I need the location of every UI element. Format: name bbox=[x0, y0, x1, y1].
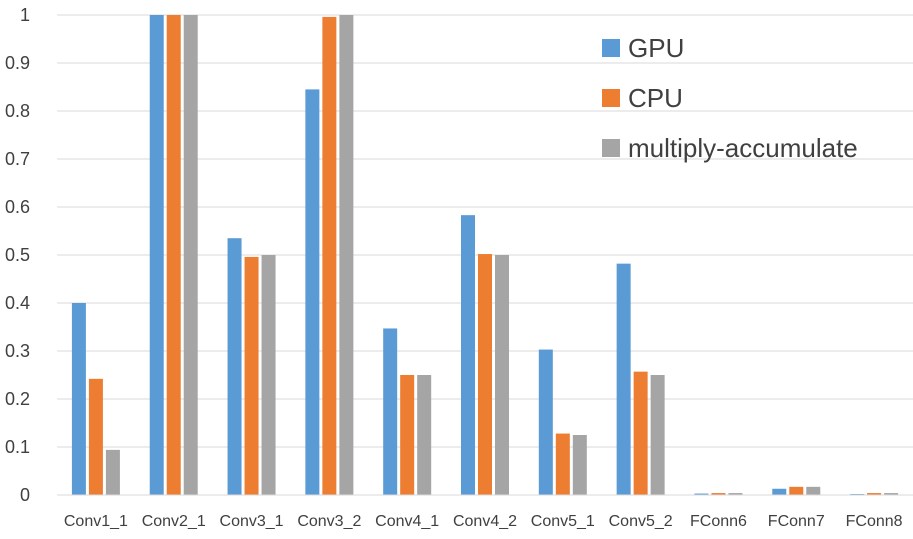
bar-Conv2_1-multiply-accumulate bbox=[183, 15, 198, 495]
x-category-label: Conv5_1 bbox=[531, 513, 595, 530]
legend-label: CPU bbox=[628, 83, 683, 113]
bar-FConn6-GPU bbox=[694, 493, 709, 495]
bar-Conv4_1-GPU bbox=[383, 328, 398, 495]
x-category-label: FConn6 bbox=[690, 513, 747, 530]
bar-FConn8-CPU bbox=[867, 493, 882, 495]
legend-swatch-multiply-accumulate bbox=[602, 139, 620, 157]
legend-swatch-GPU bbox=[602, 39, 620, 57]
bar-Conv3_1-CPU bbox=[244, 256, 259, 495]
bar-FConn6-CPU bbox=[711, 493, 726, 495]
bar-FConn6-multiply-accumulate bbox=[728, 493, 743, 495]
bar-FConn8-multiply-accumulate bbox=[884, 493, 899, 495]
bar-FConn7-multiply-accumulate bbox=[806, 486, 821, 495]
y-tick-label: 1 bbox=[20, 5, 30, 25]
legend-swatch-CPU bbox=[602, 89, 620, 107]
y-tick-label: 0 bbox=[20, 485, 30, 505]
y-tick-label: 0.8 bbox=[5, 101, 30, 121]
bar-Conv2_1-CPU bbox=[166, 15, 181, 495]
y-tick-label: 0.9 bbox=[5, 53, 30, 73]
bar-FConn7-GPU bbox=[772, 488, 787, 495]
bar-Conv5_2-CPU bbox=[633, 371, 648, 495]
bar-Conv1_1-multiply-accumulate bbox=[105, 449, 120, 495]
bars bbox=[71, 15, 899, 496]
bar-FConn7-CPU bbox=[789, 486, 804, 495]
bar-Conv3_2-GPU bbox=[305, 89, 320, 496]
y-axis-tick-labels: 0 0.1 0.2 0.3 0.4 0.5 0.6 0.7 0.8 0.9 1 bbox=[5, 5, 30, 505]
y-tick-label: 0.4 bbox=[5, 293, 30, 313]
legend-label: GPU bbox=[628, 33, 684, 63]
bar-Conv3_1-GPU bbox=[227, 238, 242, 495]
bar-Conv5_1-multiply-accumulate bbox=[572, 435, 587, 495]
x-category-label: Conv5_2 bbox=[609, 513, 673, 530]
x-category-label: FConn8 bbox=[846, 513, 903, 530]
bar-Conv1_1-GPU bbox=[71, 303, 86, 495]
y-tick-label: 0.3 bbox=[5, 341, 30, 361]
bar-Conv1_1-CPU bbox=[88, 378, 103, 495]
x-category-label: Conv4_2 bbox=[453, 513, 517, 530]
bar-Conv5_2-multiply-accumulate bbox=[650, 375, 665, 495]
bar-Conv2_1-GPU bbox=[149, 15, 164, 495]
x-category-label: Conv3_2 bbox=[297, 513, 361, 530]
bar-Conv3_1-multiply-accumulate bbox=[261, 255, 276, 495]
bar-Conv4_1-CPU bbox=[400, 375, 415, 495]
legend-label: multiply-accumulate bbox=[628, 133, 858, 163]
bar-Conv4_2-GPU bbox=[461, 215, 475, 495]
bar-Conv3_2-multiply-accumulate bbox=[339, 15, 354, 495]
y-tick-label: 0.6 bbox=[5, 197, 30, 217]
x-category-label: Conv1_1 bbox=[64, 513, 128, 530]
x-category-label: Conv4_1 bbox=[375, 513, 439, 530]
y-tick-label: 0.1 bbox=[5, 437, 30, 457]
bar-Conv5_1-CPU bbox=[555, 433, 570, 495]
bar-Conv4_1-multiply-accumulate bbox=[417, 375, 432, 495]
bar-Conv3_2-CPU bbox=[322, 16, 337, 495]
y-tick-label: 0.2 bbox=[5, 389, 30, 409]
x-axis-category-labels: Conv1_1 Conv2_1 Conv3_1 Conv3_2 Conv4_1 Conv4… bbox=[64, 513, 903, 530]
bar-Conv5_2-GPU bbox=[616, 263, 631, 495]
x-category-label: FConn7 bbox=[768, 513, 825, 530]
y-tick-label: 0.5 bbox=[5, 245, 30, 265]
bar-Conv4_2-CPU bbox=[478, 254, 492, 495]
x-category-label: Conv2_1 bbox=[142, 513, 206, 530]
legend: GPU CPU multiply-accumulate bbox=[602, 33, 858, 163]
x-category-label: Conv3_1 bbox=[220, 513, 284, 530]
y-tick-label: 0.7 bbox=[5, 149, 30, 169]
bar-Conv4_2-multiply-accumulate bbox=[495, 255, 509, 495]
bar-Conv5_1-GPU bbox=[538, 349, 553, 495]
